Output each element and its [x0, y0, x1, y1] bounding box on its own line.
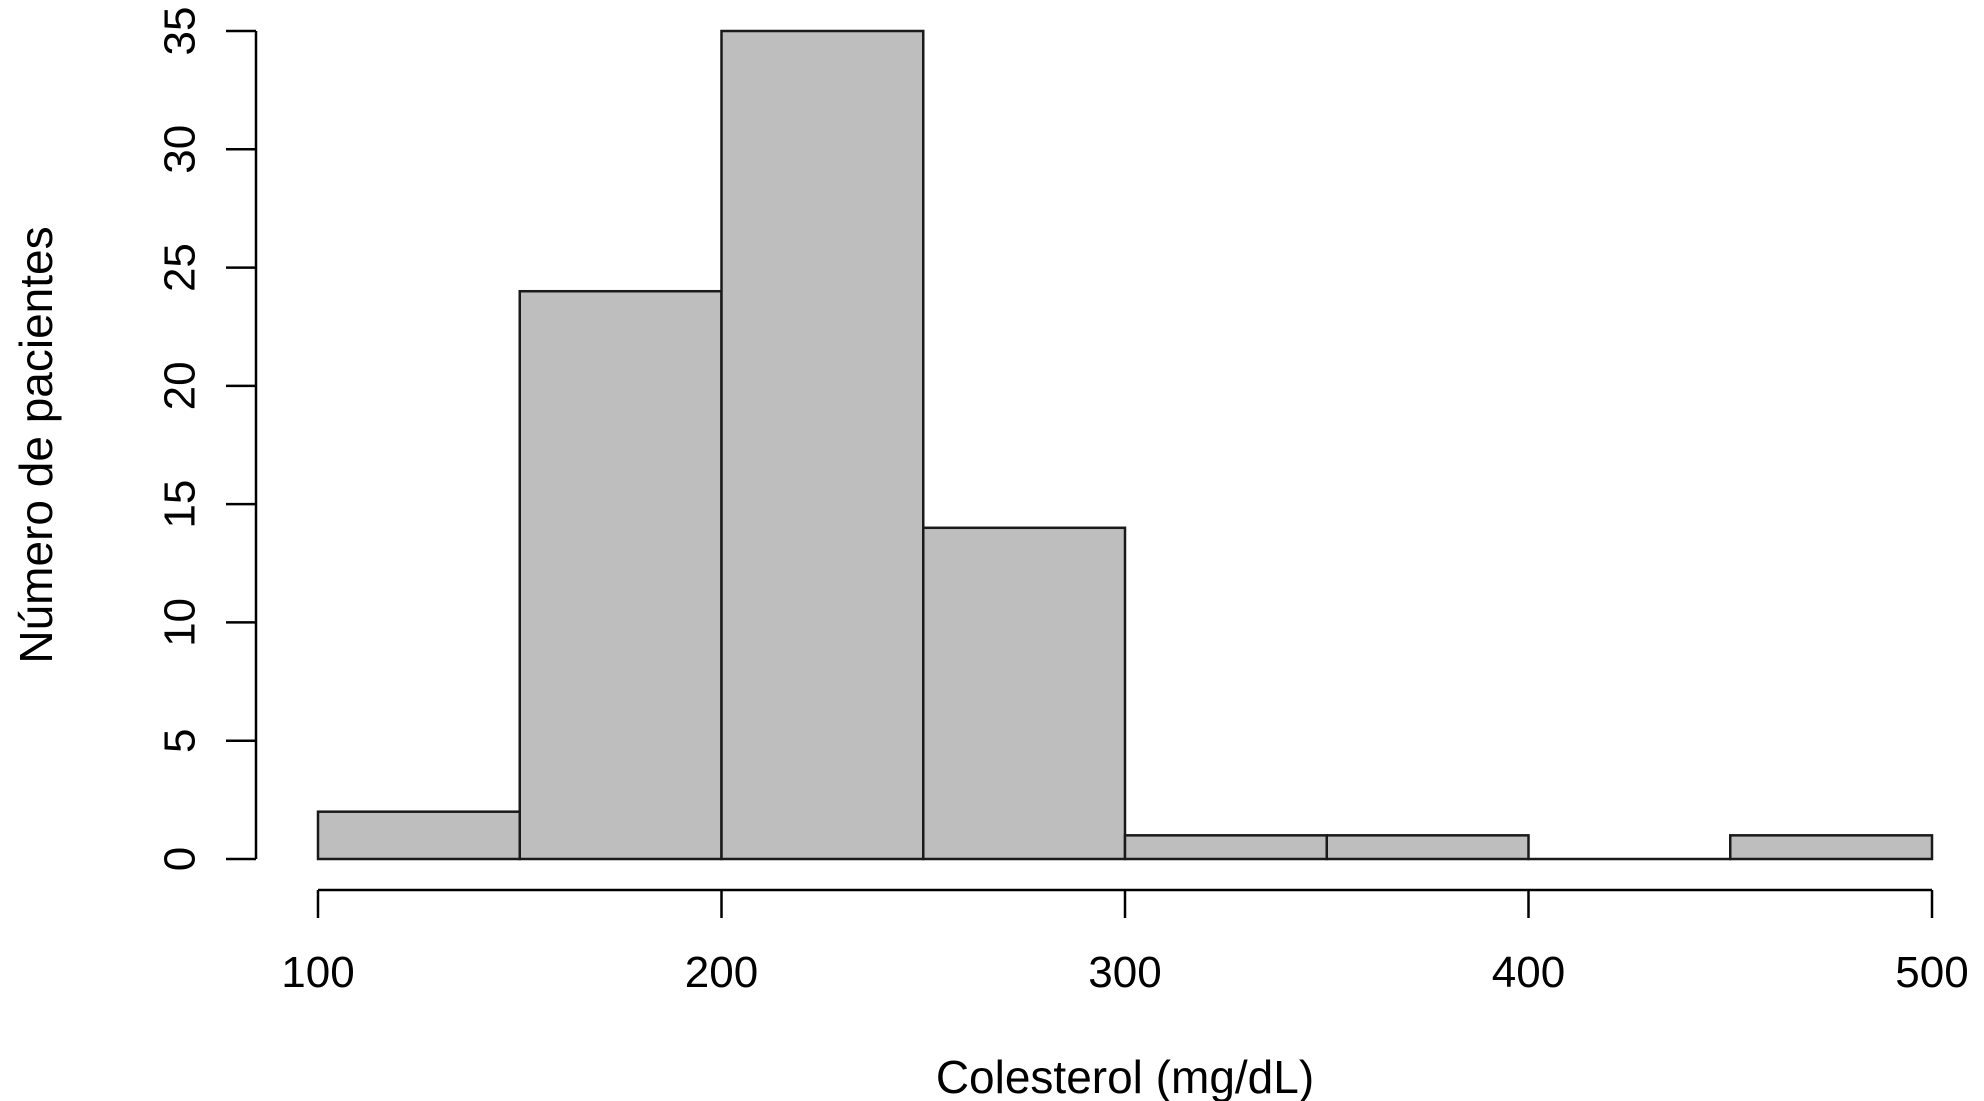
histogram-bar [1729, 834, 1934, 861]
histogram-bars [316, 29, 1934, 861]
y-tick-label: 0 [156, 847, 205, 871]
histogram-bar [1325, 834, 1530, 861]
y-tick-label: 25 [156, 243, 205, 292]
y-tick-label: 35 [156, 7, 205, 56]
x-tick-label: 200 [685, 948, 758, 997]
x-tick-label: 300 [1088, 948, 1161, 997]
x-axis: 100 200 300 400 500 [281, 888, 1969, 997]
x-tick-label: 500 [1895, 948, 1968, 997]
histogram-bar [1123, 834, 1328, 861]
histogram-bar [720, 29, 925, 861]
histogram-bar [316, 810, 521, 861]
y-tick-label: 5 [156, 728, 205, 752]
histogram-bar [922, 526, 1127, 861]
y-tick-label: 15 [156, 480, 205, 529]
x-tick-label: 400 [1492, 948, 1565, 997]
y-tick-label: 10 [156, 598, 205, 647]
x-tick-label: 100 [281, 948, 354, 997]
x-axis-title: Colesterol (mg/dL) [936, 1051, 1314, 1101]
y-axis-title: Número de pacientes [10, 226, 62, 663]
y-tick-label: 20 [156, 361, 205, 410]
y-axis: 0 5 10 15 20 25 30 35 [156, 7, 258, 871]
histogram-bar [518, 289, 723, 861]
y-tick-label: 30 [156, 125, 205, 174]
